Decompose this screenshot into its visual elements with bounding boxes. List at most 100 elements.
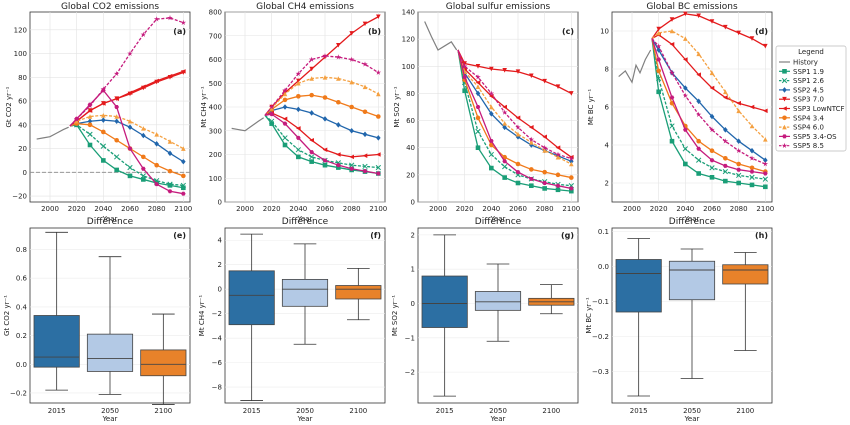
data-point <box>502 124 507 131</box>
data-point <box>656 68 661 74</box>
y-tick-label: 4 <box>218 237 223 245</box>
data-point-2 <box>488 151 494 158</box>
y-tick-label: 500 <box>209 80 222 88</box>
data-point <box>475 63 481 69</box>
data-point <box>296 80 301 86</box>
data-point <box>555 145 561 151</box>
data-point <box>141 166 146 171</box>
series-line-ssp2-4-5 <box>651 38 766 161</box>
panel-label: (d) <box>755 27 768 36</box>
data-point <box>349 154 354 160</box>
data-point <box>322 116 328 122</box>
data-point <box>114 167 119 173</box>
series-line-ssp5-3-4-os <box>264 113 379 175</box>
data-point <box>296 106 301 113</box>
data-point <box>683 161 688 167</box>
data-point <box>114 118 119 125</box>
data-point <box>309 66 314 72</box>
data-point-2 <box>167 181 173 187</box>
legend-label: SSP5 8.5 <box>793 142 824 150</box>
panel-g: −2 −1 0 1 2 2015 2050 2100 Difference (g) Year Mt S… <box>391 217 579 423</box>
y-tick-label: −0.2 <box>10 389 27 397</box>
y-tick-label: 0 <box>411 300 415 308</box>
data-point-2 <box>87 131 93 137</box>
box-2050 <box>86 333 134 372</box>
y-tick-label: 0 <box>23 169 27 177</box>
y-tick-label: 0.0 <box>16 361 27 369</box>
data-point <box>669 100 675 106</box>
series-line-ssp4-3-4 <box>457 49 572 179</box>
y-tick-label: −2 <box>405 369 415 377</box>
x-tick-label: 2040 <box>94 205 112 213</box>
data-point-2 <box>375 164 381 171</box>
legend-marker <box>782 69 787 74</box>
series-line-ssp5-8-5 <box>264 55 379 116</box>
series-line-history <box>618 49 652 84</box>
data-point <box>736 167 741 172</box>
panel-title: Difference <box>475 217 522 227</box>
data-point-2 <box>309 154 315 160</box>
y-tick-label: 4 <box>605 142 610 150</box>
data-point-2 <box>696 157 702 163</box>
panel-title: Difference <box>669 217 716 227</box>
data-point <box>375 69 382 75</box>
y-tick-label: 0.8 <box>16 246 27 254</box>
y-tick-label: 400 <box>209 104 222 112</box>
y-tick-label: 100 <box>209 175 222 183</box>
panel-e: −0.2 0.0 0.2 0.4 0.6 0.8 2015 2050 2100 Differenc… <box>3 217 191 423</box>
data-point <box>515 180 521 186</box>
data-point <box>322 147 328 153</box>
data-point <box>763 43 768 49</box>
data-point <box>180 19 187 26</box>
data-point <box>542 134 547 140</box>
data-point-2 <box>269 118 275 124</box>
data-point <box>114 96 119 101</box>
data-point <box>181 173 186 179</box>
data-point <box>322 162 328 168</box>
panel-label: (c) <box>562 27 574 36</box>
data-point <box>296 154 301 160</box>
panel-f: −8 −6 −4 −2 0 2 4 2015 2050 2100 Difference (f) Year… <box>198 217 386 423</box>
data-point <box>709 126 715 133</box>
data-point-2 <box>749 174 755 180</box>
box-2050 <box>281 278 329 307</box>
data-point <box>309 76 314 81</box>
y-tick-label: 100 <box>402 63 415 71</box>
data-point-2 <box>762 176 768 182</box>
data-point <box>335 54 342 60</box>
data-point-2 <box>114 154 120 160</box>
data-point-2 <box>709 165 715 171</box>
data-point <box>696 171 701 176</box>
data-point <box>489 138 494 143</box>
data-point <box>296 135 301 140</box>
panel-h: −0.3 −0.2 −0.1 0.0 0.1 2015 2050 2100 Difference… <box>585 217 773 423</box>
data-point <box>542 148 547 153</box>
data-point <box>127 173 133 179</box>
y-tick-label: 0.2 <box>16 332 27 340</box>
series-line-ssp3-7-0 <box>651 13 766 47</box>
data-point <box>309 159 314 164</box>
y-tick-label: −0.3 <box>592 368 609 376</box>
series-line-ssp3-7-0 <box>264 16 379 116</box>
data-point <box>749 123 755 129</box>
data-point <box>569 188 574 194</box>
y-tick-label: 300 <box>209 127 222 135</box>
data-point <box>475 105 481 109</box>
legend-title: Legend <box>798 48 824 56</box>
data-point-2 <box>282 135 288 141</box>
legend-marker <box>782 115 787 121</box>
data-point <box>114 114 119 119</box>
legend-box <box>775 45 847 152</box>
data-point <box>515 134 521 140</box>
series-line-ssp4-3-4 <box>651 38 766 173</box>
box-2050 <box>668 260 716 301</box>
y-tick-label: 2 <box>218 261 222 269</box>
box-2015 <box>421 275 468 328</box>
series-line-ssp4-6-0 <box>69 114 184 150</box>
x-tick-label: 2020 <box>650 205 668 213</box>
data-point <box>296 94 301 99</box>
x-tick-label: 2040 <box>482 205 500 213</box>
data-point <box>475 90 481 97</box>
x-tick-label: 2015 <box>243 407 261 415</box>
data-point <box>322 53 328 59</box>
